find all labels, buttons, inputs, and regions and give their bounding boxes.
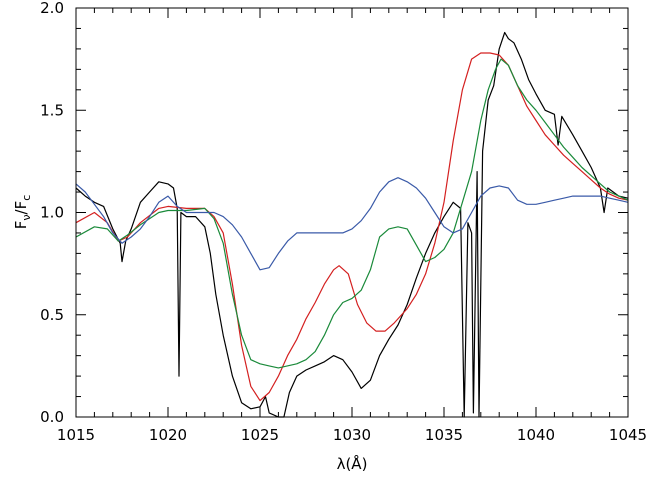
y-axis-label-main: F <box>12 221 30 230</box>
y-tick-labels: 0.0 0.5 1.0 1.5 2.0 <box>40 0 64 426</box>
x-tick-label: 1045 <box>609 426 647 444</box>
ticks-layer <box>75 7 629 418</box>
y-tick-label: 0.0 <box>40 408 64 426</box>
y-tick-label: 0.5 <box>40 306 64 324</box>
y-tick-label: 1.5 <box>40 101 64 119</box>
y-axis-label-sub1: ν <box>20 214 33 220</box>
y-axis-label: Fν/Fc <box>12 195 33 230</box>
x-tick-label: 1040 <box>517 426 555 444</box>
y-tick-label: 1.0 <box>40 204 64 222</box>
x-tick-label: 1025 <box>241 426 279 444</box>
series-line-0 <box>75 31 629 418</box>
y-axis-label-sub2: c <box>20 195 33 201</box>
y-tick-label: 2.0 <box>40 0 64 17</box>
series-line-2 <box>75 58 629 369</box>
x-tick-label: 1035 <box>425 426 463 444</box>
x-tick-label: 1015 <box>57 426 95 444</box>
x-tick-label: 1020 <box>149 426 187 444</box>
y-axis-label-mid: /F <box>12 201 30 215</box>
x-axis-label: λ(Å) <box>337 454 368 473</box>
series-layer <box>75 31 629 418</box>
series-line-3 <box>75 177 629 271</box>
x-tick-label: 1030 <box>333 426 371 444</box>
x-tick-labels: 1015 1020 1025 1030 1035 1040 1045 <box>57 426 647 444</box>
